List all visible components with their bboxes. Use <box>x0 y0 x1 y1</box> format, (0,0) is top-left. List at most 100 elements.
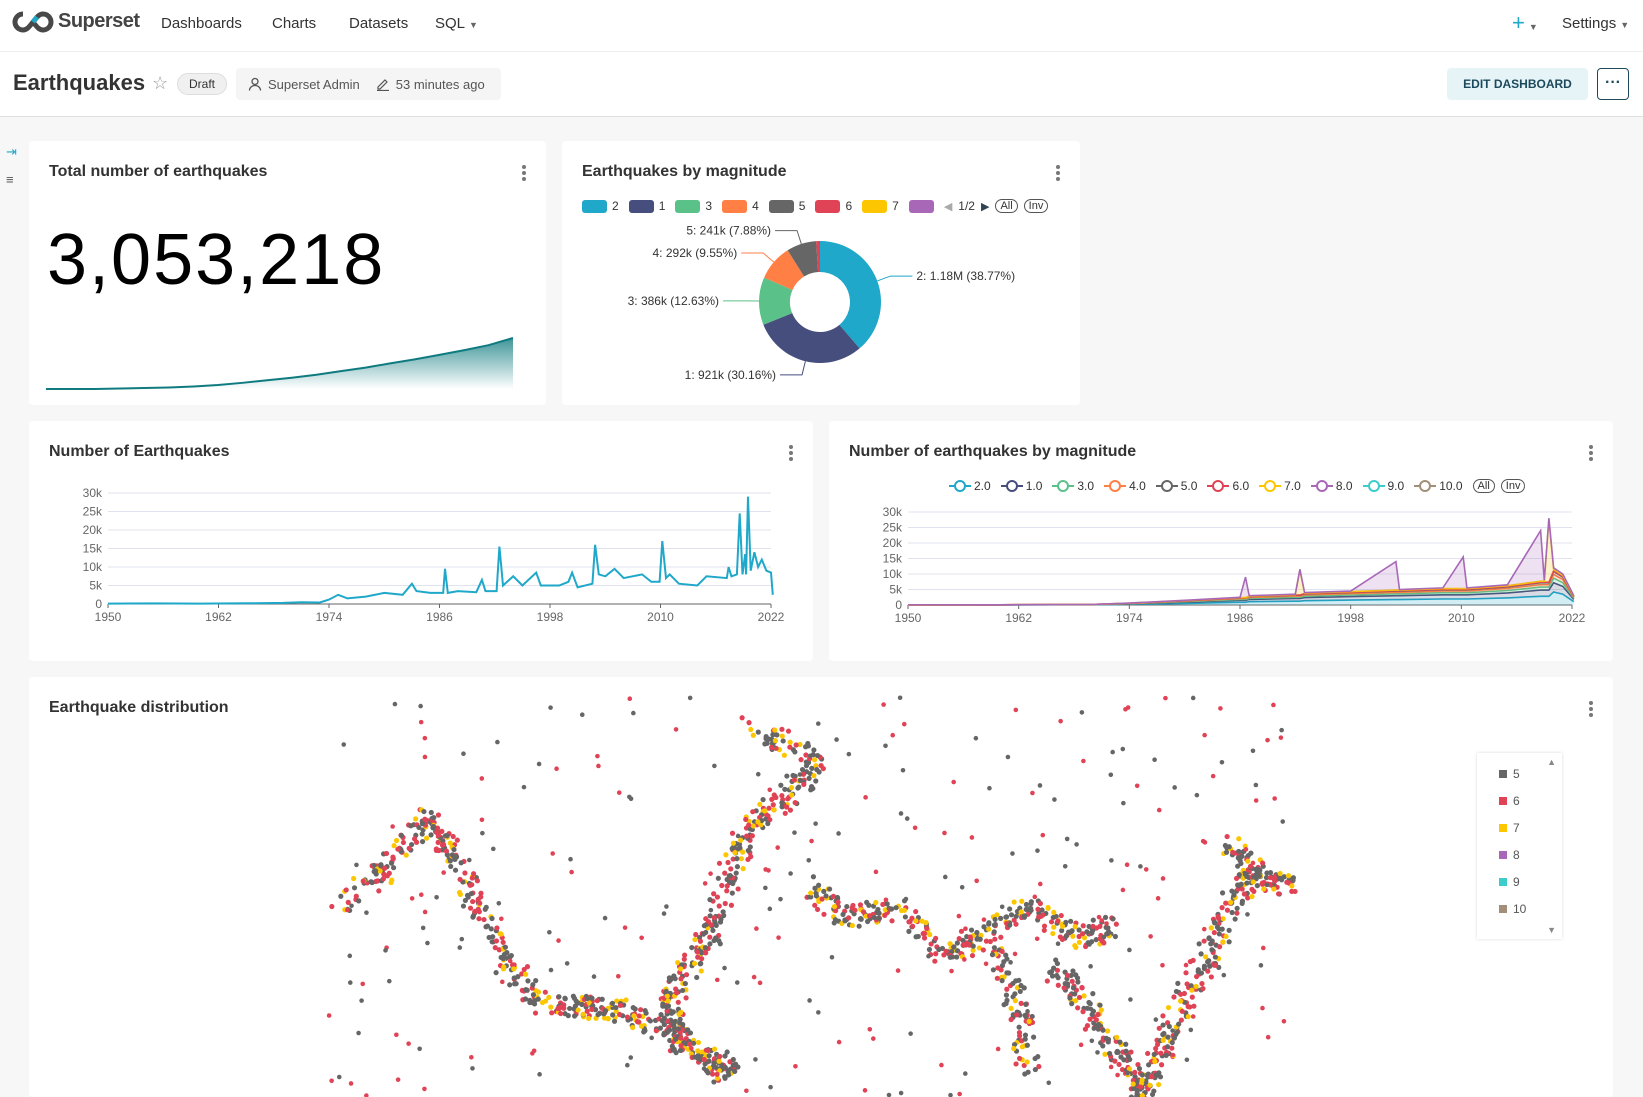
filter-icon[interactable]: ≡ <box>6 172 14 187</box>
earthquake-point <box>422 817 427 822</box>
earthquake-point <box>1245 859 1250 864</box>
earthquake-point <box>1161 1038 1166 1043</box>
earthquake-point <box>493 970 498 975</box>
earthquake-point <box>942 831 947 836</box>
map-legend-item-7[interactable]: 7 <box>1499 821 1520 835</box>
map-legend-item-10[interactable]: 10 <box>1499 902 1526 916</box>
earthquake-point <box>1105 1028 1110 1033</box>
more-actions-button[interactable]: ··· <box>1597 68 1629 100</box>
settings-menu[interactable]: Settings▼ <box>1562 15 1629 32</box>
earthquake-point <box>468 883 473 888</box>
legend-label: 5 <box>1513 767 1520 781</box>
earthquake-point <box>1000 949 1005 954</box>
earthquake-point <box>1053 957 1058 962</box>
map-legend-item-6[interactable]: 6 <box>1499 794 1520 808</box>
earthquake-point <box>933 951 938 956</box>
earthquake-point <box>755 819 760 824</box>
earthquake-point <box>1013 998 1018 1003</box>
earthquake-point <box>809 839 814 844</box>
earthquake-point <box>748 727 753 732</box>
earthquake-point <box>364 910 369 915</box>
nav-charts[interactable]: Charts <box>272 15 316 32</box>
earthquake-point <box>772 807 777 812</box>
dashboard-title[interactable]: Earthquakes <box>13 70 145 96</box>
nav-dashboards[interactable]: Dashboards <box>161 15 242 32</box>
map-legend-item-5[interactable]: 5 <box>1499 767 1520 781</box>
earthquake-point <box>1182 991 1187 996</box>
earthquake-point <box>391 843 396 848</box>
earthquake-point <box>537 1072 542 1077</box>
earthquake-point <box>793 800 798 805</box>
earthquake-point <box>830 955 835 960</box>
earthquake-point <box>1138 1084 1143 1089</box>
earthquake-point <box>458 892 463 897</box>
earthquake-point <box>1284 880 1289 885</box>
earthquake-point <box>618 1003 623 1008</box>
earthquake-point <box>605 1016 610 1021</box>
legend-label: 8 <box>1513 848 1520 862</box>
earthquake-point <box>603 1008 608 1013</box>
earthquake-point <box>932 959 937 964</box>
earthquake-point <box>703 950 708 955</box>
legend-scroll-up-icon[interactable]: ▲ <box>1547 757 1556 767</box>
map-legend-item-9[interactable]: 9 <box>1499 875 1520 889</box>
earthquake-point <box>881 702 886 707</box>
earthquake-point <box>1176 1022 1181 1027</box>
earthquake-point <box>1012 899 1017 904</box>
earthquake-point <box>1251 879 1256 884</box>
earthquake-point <box>1213 954 1218 959</box>
earthquake-point <box>760 797 765 802</box>
earthquake-point <box>625 1063 630 1068</box>
earthquake-point <box>758 981 763 986</box>
earthquake-point <box>378 868 383 873</box>
earthquake-point <box>1166 1005 1171 1010</box>
earthquake-point <box>1104 921 1109 926</box>
earthquake-point <box>1212 930 1217 935</box>
earthquake-point <box>475 908 480 913</box>
earthquake-point <box>1144 867 1149 872</box>
earthquake-point <box>962 942 967 947</box>
earthquake-point <box>807 895 812 900</box>
earthquake-point <box>901 768 906 773</box>
earthquake-point <box>466 895 471 900</box>
earthquake-point <box>767 788 772 793</box>
earthquake-point <box>665 998 670 1003</box>
earthquake-point <box>1049 919 1054 924</box>
earthquake-point <box>1081 923 1086 928</box>
new-plus-menu[interactable]: +▼ <box>1512 10 1538 36</box>
earthquake-point <box>1260 860 1265 865</box>
earthquake-point <box>1254 783 1259 788</box>
earthquake-point <box>1011 1046 1016 1051</box>
earthquake-point <box>707 897 712 902</box>
earthquake-point <box>788 740 793 745</box>
earthquake-point <box>814 893 819 898</box>
edit-dashboard-button[interactable]: EDIT DASHBOARD <box>1447 68 1588 100</box>
superset-logo[interactable]: Superset <box>12 10 140 33</box>
earthquake-point <box>811 773 816 778</box>
earthquake-point <box>1145 1051 1150 1056</box>
expand-filters-icon[interactable]: ⇥ <box>6 144 17 160</box>
earthquake-point <box>969 927 974 932</box>
earthquake-point <box>490 939 495 944</box>
earthquake-point <box>890 733 895 738</box>
earthquake-point <box>420 839 425 844</box>
earthquake-point <box>913 825 918 830</box>
nav-sql[interactable]: SQL▼ <box>435 15 478 32</box>
earthquake-point <box>1070 979 1075 984</box>
map-legend-item-8[interactable]: 8 <box>1499 848 1520 862</box>
status-badge[interactable]: Draft <box>177 73 227 95</box>
nav-datasets[interactable]: Datasets <box>349 15 408 32</box>
scatter-map[interactable] <box>29 677 1613 1097</box>
earthquake-point <box>1024 902 1029 907</box>
earthquake-point <box>693 932 698 937</box>
legend-scroll-down-icon[interactable]: ▼ <box>1547 925 1556 935</box>
favorite-star-icon[interactable]: ☆ <box>152 73 168 94</box>
earthquake-point <box>419 720 424 725</box>
pie-label-line <box>877 276 912 281</box>
earthquake-point <box>453 868 458 873</box>
top-navbar: Superset Dashboards Charts Datasets SQL▼… <box>0 0 1643 52</box>
earthquake-point <box>404 853 409 858</box>
earthquake-point <box>906 919 911 924</box>
earthquake-point <box>500 980 505 985</box>
earthquake-point <box>501 964 506 969</box>
